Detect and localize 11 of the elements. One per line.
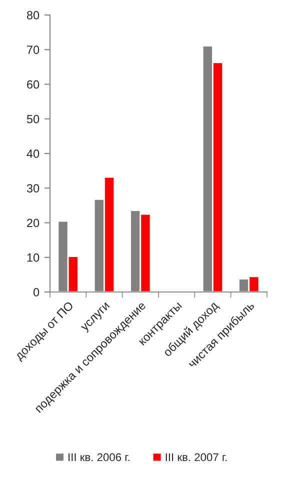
y-tick-label: 10 (27, 253, 40, 262)
y-tick-label: 70 (27, 46, 40, 54)
y-tick-label: 20 (27, 218, 40, 228)
y-tick-label: 40 (26, 150, 40, 158)
y-tick-label: 0 (33, 288, 40, 296)
y-tick-label: 80 (26, 11, 40, 20)
y-tick-label: 50 (26, 114, 40, 124)
y-tick-label: 60 (27, 80, 40, 89)
legend-label: III кв. 2007 г. (166, 453, 227, 462)
y-tick-label: 30 (26, 184, 40, 193)
legend-label: III кв. 2006 г. (68, 453, 130, 462)
